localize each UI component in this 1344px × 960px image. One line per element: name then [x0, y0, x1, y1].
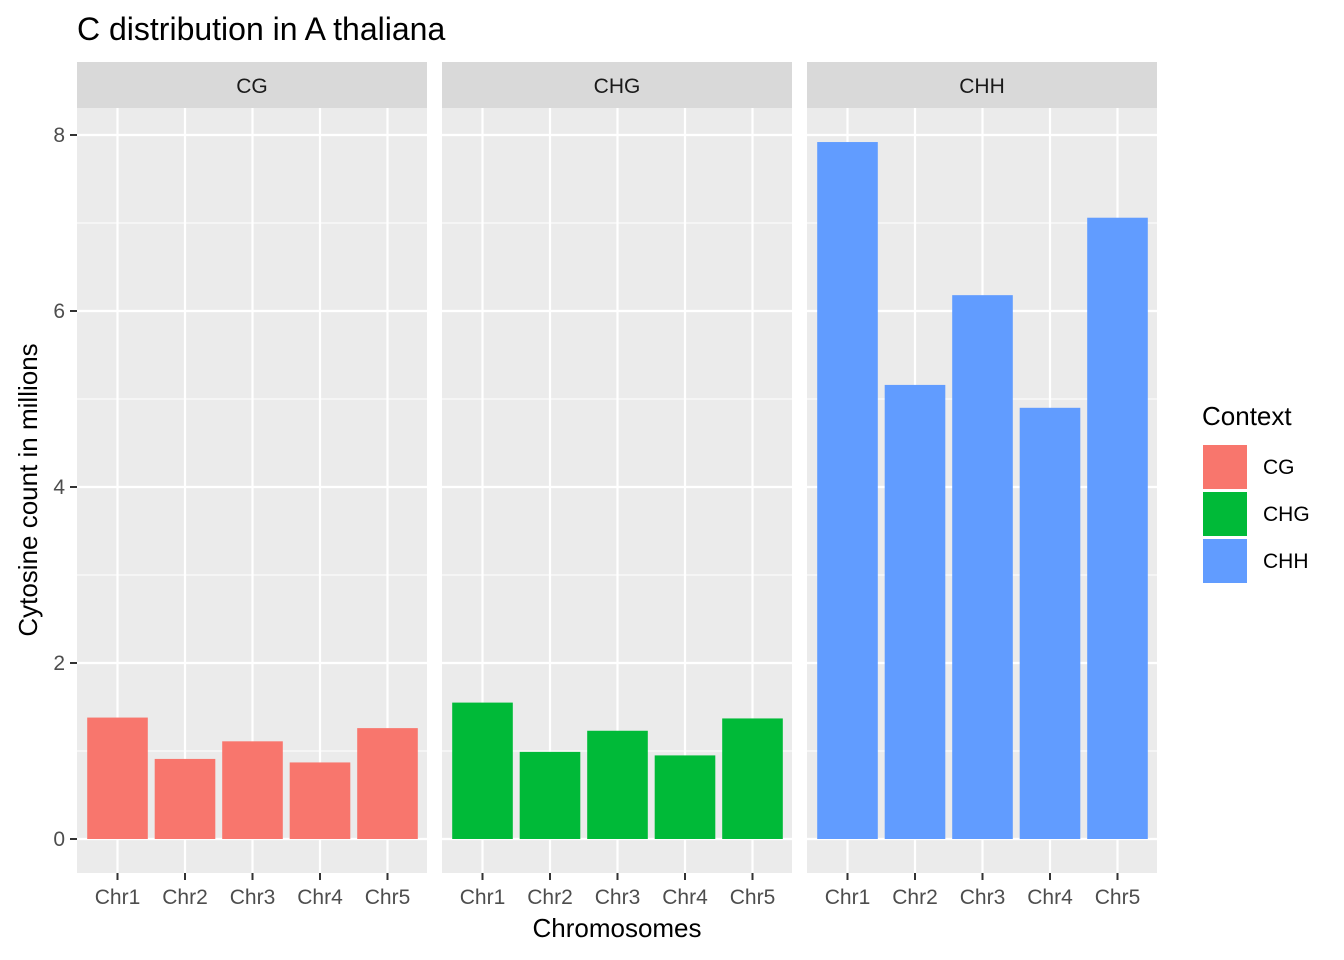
bar-chh-chr5 [1087, 217, 1148, 840]
x-tick-label: Chr3 [230, 886, 276, 909]
x-tick-label: Chr4 [662, 886, 708, 909]
bar-cg-chr2 [154, 758, 216, 839]
bar-chg-chr5 [722, 718, 783, 839]
legend-label-chg: CHG [1263, 503, 1310, 526]
legend-key-cg [1201, 443, 1249, 491]
facet-strip [442, 62, 792, 108]
x-tick-label: Chr2 [527, 886, 573, 909]
x-tick-label: Chr5 [1095, 886, 1141, 909]
x-tick-label: Chr4 [297, 886, 343, 909]
y-axis-title: Cytosine count in millions [13, 343, 43, 636]
facet-chg: CHG Chr1 Chr2 Chr3 Chr4 Chr5 [442, 62, 792, 909]
y-axis: 0 2 4 6 8 [53, 124, 77, 851]
x-tick-label: Chr4 [1027, 886, 1073, 909]
bar-chg-chr3 [587, 730, 648, 839]
x-tick-label: Chr1 [460, 886, 506, 909]
legend-label-cg: CG [1263, 456, 1295, 479]
facet-strip-label: CG [236, 75, 268, 98]
facet-strip [77, 62, 427, 108]
legend-title: Context [1202, 401, 1292, 431]
x-tick-label: Chr5 [730, 886, 776, 909]
legend-key-chh [1201, 537, 1249, 585]
chart-title: C distribution in A thaliana [77, 11, 445, 47]
x-tick-label: Chr1 [825, 886, 871, 909]
y-tick-label: 4 [53, 476, 65, 499]
y-tick-label: 2 [53, 652, 65, 675]
facet-strip [807, 62, 1157, 108]
bar-cg-chr1 [87, 717, 148, 839]
facet-cg: CG Chr1 Chr2 Chr3 Chr4 Chr5 [77, 62, 427, 909]
facet-chh: CHH Chr1 Chr2 Chr3 Chr4 Chr5 [807, 62, 1157, 909]
x-tick-label: Chr3 [960, 886, 1006, 909]
bar-chg-chr2 [519, 751, 581, 839]
bar-chh-chr1 [817, 142, 878, 840]
x-tick-label: Chr2 [892, 886, 938, 909]
bar-chh-chr2 [884, 384, 946, 839]
bar-chh-chr4 [1019, 407, 1081, 839]
y-tick-label: 6 [53, 300, 65, 323]
x-tick-label: Chr2 [162, 886, 208, 909]
x-axis-title: Chromosomes [532, 913, 701, 943]
x-tick-label: Chr5 [365, 886, 411, 909]
legend-label-chh: CHH [1263, 550, 1309, 573]
y-tick-label: 0 [53, 828, 65, 851]
bar-cg-chr3 [222, 741, 283, 839]
legend: Context CG CHG CHH [1201, 401, 1310, 585]
bar-cg-chr4 [289, 762, 351, 839]
legend-key-chg [1201, 490, 1249, 538]
x-tick-label: Chr3 [595, 886, 641, 909]
facet-panels: CG Chr1 Chr2 Chr3 Chr4 Chr5 CHG Chr1 Chr2 Chr3 Chr… [77, 62, 1157, 909]
bar-chg-chr1 [452, 702, 513, 839]
y-tick-label: 8 [53, 124, 65, 147]
bar-cg-chr5 [357, 728, 418, 839]
facet-strip-label: CHG [594, 75, 641, 98]
bar-chh-chr3 [952, 295, 1013, 839]
facet-strip-label: CHH [959, 75, 1005, 98]
x-tick-label: Chr1 [95, 886, 141, 909]
bar-chg-chr4 [654, 755, 716, 839]
